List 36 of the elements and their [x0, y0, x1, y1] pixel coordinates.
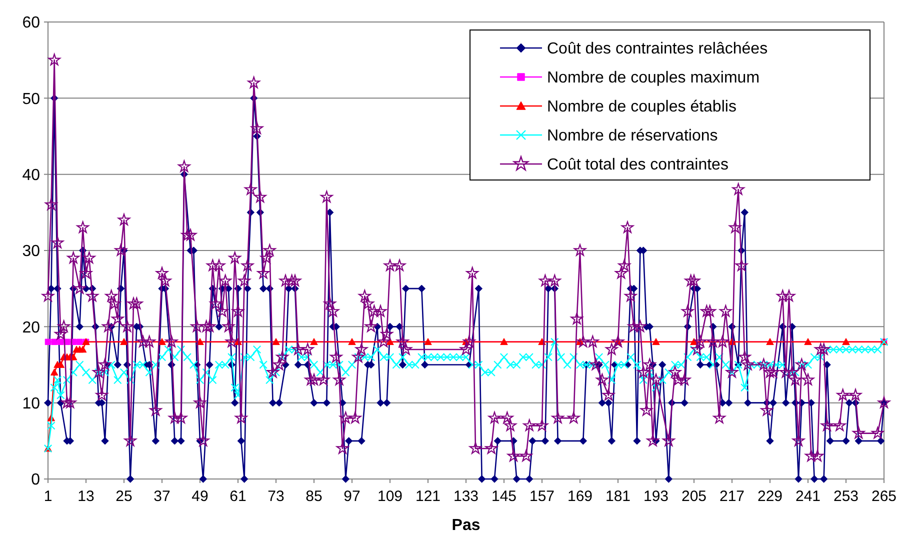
- x-axis-title: Pas: [452, 517, 480, 534]
- x-tick-label: 181: [605, 488, 631, 505]
- x-tick-label: 121: [415, 488, 441, 505]
- x-tick-label: 49: [192, 488, 208, 505]
- x-tick-label: 193: [643, 488, 669, 505]
- x-tick-label: 229: [757, 488, 783, 505]
- x-tick-label: 205: [681, 488, 707, 505]
- y-tick-label: 0: [31, 472, 40, 489]
- legend-label: Coût total des contraintes: [547, 156, 728, 174]
- x-tick-label: 145: [491, 488, 517, 505]
- x-tick-label: 37: [154, 488, 170, 505]
- y-tick-label: 10: [22, 395, 40, 412]
- y-tick-label: 20: [22, 319, 40, 336]
- x-tick-label: 241: [795, 488, 821, 505]
- x-tick-label: 1: [44, 488, 52, 505]
- legend-label: Nombre de réservations: [547, 128, 718, 145]
- x-tick-label: 157: [529, 488, 555, 505]
- legend-label: Nombre de couples établis: [547, 98, 736, 116]
- x-tick-label: 25: [116, 488, 132, 505]
- x-tick-label: 253: [833, 488, 859, 505]
- y-tick-label: 50: [22, 90, 40, 108]
- x-tick-label: 13: [78, 488, 94, 505]
- x-tick-label: 217: [719, 488, 745, 505]
- x-tick-label: 73: [268, 488, 284, 505]
- x-tick-label: 61: [230, 488, 246, 505]
- x-tick-label: 85: [306, 488, 322, 505]
- y-tick-label: 30: [22, 243, 40, 260]
- x-tick-label: 169: [567, 488, 593, 505]
- x-tick-label: 133: [453, 488, 479, 505]
- y-tick-label: 60: [22, 14, 40, 32]
- y-tick-label: 40: [22, 166, 40, 184]
- x-tick-label: 265: [871, 488, 897, 505]
- legend-label: Nombre de couples maximum: [547, 70, 760, 87]
- legend-label: Coût des contraintes relâchées: [547, 40, 768, 58]
- x-tick-label: 97: [344, 488, 360, 505]
- x-tick-label: 109: [377, 488, 403, 505]
